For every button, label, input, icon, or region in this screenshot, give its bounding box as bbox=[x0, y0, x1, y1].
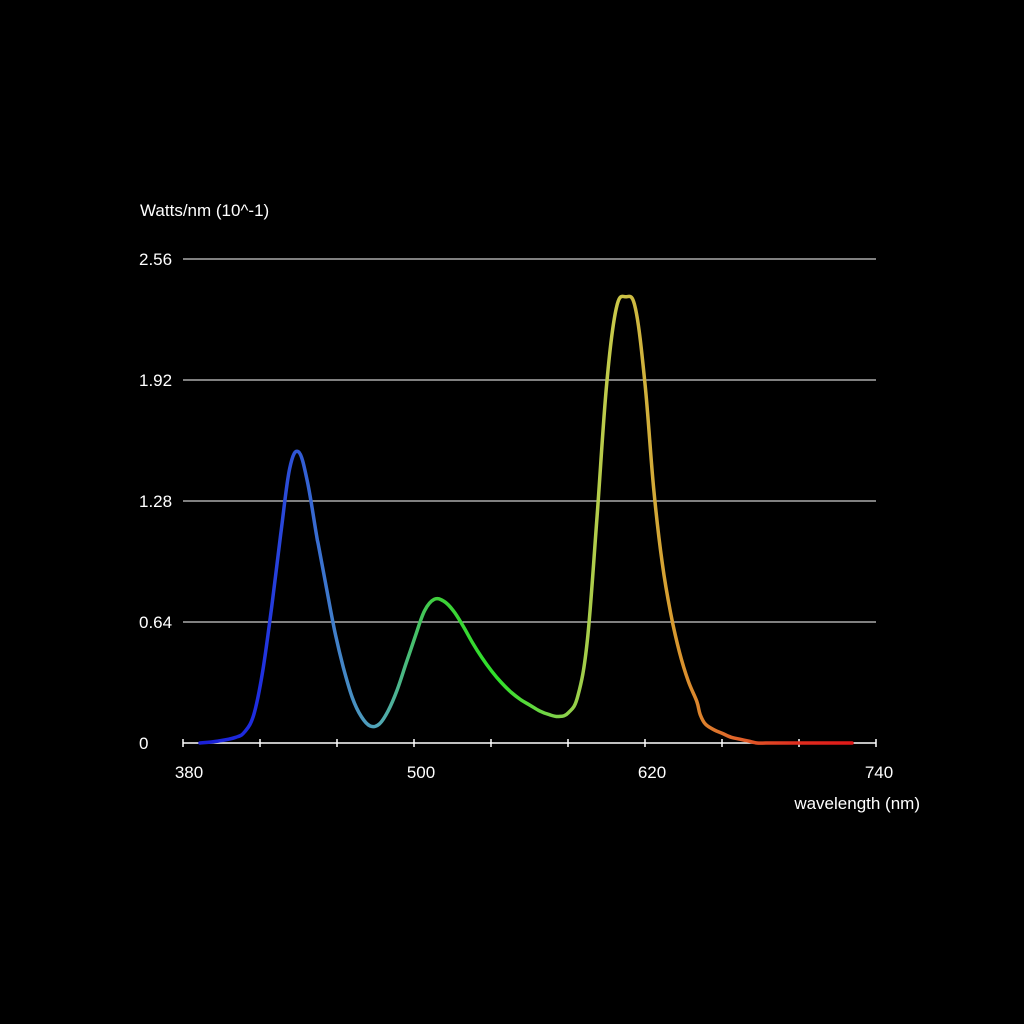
y-tick-label: 1.92 bbox=[139, 371, 172, 390]
y-tick-label: 0.64 bbox=[139, 613, 172, 632]
y-tick-labels: 0 0.64 1.28 1.92 2.56 bbox=[139, 250, 172, 753]
x-tick-labels: 380 500 620 740 bbox=[175, 763, 893, 782]
y-tick-label: 2.56 bbox=[139, 250, 172, 269]
x-tick-label: 380 bbox=[175, 763, 203, 782]
x-tick-label: 740 bbox=[865, 763, 893, 782]
y-tick-label: 0 bbox=[139, 734, 148, 753]
y-axis-label: Watts/nm (10^-1) bbox=[140, 201, 269, 220]
x-axis-label: wavelength (nm) bbox=[793, 794, 920, 813]
x-tick-label: 620 bbox=[638, 763, 666, 782]
x-tick-label: 500 bbox=[407, 763, 435, 782]
spectrum-curve bbox=[198, 294, 854, 745]
gridlines bbox=[183, 258, 876, 623]
y-tick-label: 1.28 bbox=[139, 492, 172, 511]
